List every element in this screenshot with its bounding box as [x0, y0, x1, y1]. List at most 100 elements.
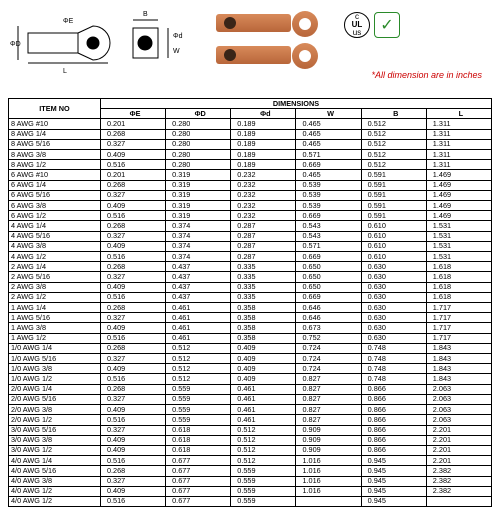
item-cell: 1/0 AWG 3/8 — [9, 364, 101, 374]
dim-cell: 0.280 — [166, 160, 231, 170]
item-cell: 2 AWG 3/8 — [9, 282, 101, 292]
dim-cell: 0.677 — [166, 486, 231, 496]
dim-cell: 0.866 — [361, 435, 426, 445]
dim-cell: 0.512 — [231, 456, 296, 466]
item-cell: 2 AWG 1/2 — [9, 292, 101, 302]
dim-cell: 0.232 — [231, 201, 296, 211]
dim-cell: 0.945 — [361, 486, 426, 496]
item-cell: 6 AWG 1/2 — [9, 211, 101, 221]
dim-cell: 1.469 — [426, 180, 491, 190]
item-cell: 8 AWG 3/8 — [9, 150, 101, 160]
dim-cell: 0.559 — [231, 496, 296, 506]
item-cell: 6 AWG 5/16 — [9, 190, 101, 200]
item-cell: 3/0 AWG 1/2 — [9, 445, 101, 455]
table-row: 1 AWG 3/80.4090.4610.3580.6730.6301.717 — [9, 323, 492, 333]
dim-cell: 0.591 — [361, 211, 426, 221]
column-header: ΦD — [166, 109, 231, 119]
label-B: B — [143, 11, 148, 18]
item-cell: 3/0 AWG 5/16 — [9, 425, 101, 435]
dim-cell: 1.531 — [426, 252, 491, 262]
dim-cell: 0.280 — [166, 119, 231, 129]
item-cell: 4 AWG 3/8 — [9, 241, 101, 251]
dim-cell: 0.189 — [231, 150, 296, 160]
dim-cell: 0.461 — [231, 394, 296, 404]
dim-cell: 0.409 — [231, 343, 296, 353]
dim-cell: 0.650 — [296, 282, 361, 292]
dim-cell: 0.280 — [166, 150, 231, 160]
table-row: 8 AWG #100.2010.2800.1890.4650.5121.311 — [9, 119, 492, 129]
dim-cell: 2.382 — [426, 476, 491, 486]
dim-cell: 0.516 — [100, 333, 165, 343]
dim-cell: 0.512 — [231, 435, 296, 445]
dim-cell: 1.618 — [426, 282, 491, 292]
dim-cell: 0.650 — [296, 272, 361, 282]
table-row: 2 AWG 1/40.2680.4370.3350.6500.6301.618 — [9, 262, 492, 272]
table-row: 4 AWG 5/160.3270.3740.2870.5430.6101.531 — [9, 231, 492, 241]
dim-cell: 0.268 — [100, 303, 165, 313]
lug-image-2 — [216, 40, 326, 70]
dim-cell: 2.382 — [426, 466, 491, 476]
dim-cell: 0.909 — [296, 435, 361, 445]
dim-cell: 1.016 — [296, 486, 361, 496]
dim-cell: 0.409 — [231, 374, 296, 384]
dim-cell: 0.327 — [100, 476, 165, 486]
column-header: W — [296, 109, 361, 119]
table-row: 8 AWG 1/40.2680.2800.1890.4650.5121.311 — [9, 129, 492, 139]
item-cell: 4/0 AWG 1/2 — [9, 486, 101, 496]
dim-cell: 1.469 — [426, 190, 491, 200]
item-cell: 8 AWG 5/16 — [9, 139, 101, 149]
dim-cell: 0.559 — [231, 466, 296, 476]
dim-cell: 0.618 — [166, 425, 231, 435]
dim-cell: 0.559 — [231, 486, 296, 496]
dim-cell: 0.465 — [296, 139, 361, 149]
dim-cell: 0.559 — [231, 476, 296, 486]
dim-cell: 0.327 — [100, 231, 165, 241]
dim-cell: 1.618 — [426, 272, 491, 282]
table-row: 1/0 AWG 5/160.3270.5120.4090.7240.7481.8… — [9, 354, 492, 364]
dim-cell: 0.512 — [166, 374, 231, 384]
dim-cell: 1.843 — [426, 374, 491, 384]
dim-cell: 0.409 — [100, 445, 165, 455]
dim-cell: 0.512 — [231, 425, 296, 435]
dim-cell: 0.465 — [296, 170, 361, 180]
dim-cell: 0.287 — [231, 231, 296, 241]
dim-cell: 1.311 — [426, 129, 491, 139]
table-row: 4/0 AWG 3/80.3270.6770.5591.0160.9452.38… — [9, 476, 492, 486]
item-cell: 1/0 AWG 5/16 — [9, 354, 101, 364]
lug-image-1 — [216, 8, 326, 38]
dim-cell: 0.610 — [361, 252, 426, 262]
item-cell: 1/0 AWG 1/4 — [9, 343, 101, 353]
dim-cell: 0.374 — [166, 241, 231, 251]
table-row: 4 AWG 1/20.5160.3740.2870.6690.6101.531 — [9, 252, 492, 262]
table-row: 1/0 AWG 1/40.2680.5120.4090.7240.7481.84… — [9, 343, 492, 353]
dim-cell: 0.630 — [361, 292, 426, 302]
dim-cell: 0.866 — [361, 415, 426, 425]
dim-cell: 1.016 — [296, 456, 361, 466]
table-row: 4/0 AWG 1/20.4090.6770.5591.0160.9452.38… — [9, 486, 492, 496]
dim-cell: 0.358 — [231, 333, 296, 343]
table-row: 8 AWG 3/80.4090.2800.1890.5710.5121.311 — [9, 150, 492, 160]
item-cell: 4 AWG 1/2 — [9, 252, 101, 262]
table-row: 4 AWG 1/40.2680.3740.2870.5430.6101.531 — [9, 221, 492, 231]
dim-cell: 0.571 — [296, 150, 361, 160]
dim-cell: 0.327 — [100, 313, 165, 323]
column-header: L — [426, 109, 491, 119]
dim-cell: 0.945 — [361, 476, 426, 486]
dim-cell: 0.409 — [100, 435, 165, 445]
dim-cell: 0.866 — [361, 445, 426, 455]
header-area: ΦD ΦE L B Φd W c UL us ✓ *All dimension … — [8, 8, 492, 98]
item-cell: 1/0 AWG 1/2 — [9, 374, 101, 384]
dim-cell: 0.268 — [100, 221, 165, 231]
dim-cell: 0.461 — [231, 384, 296, 394]
dim-cell: 0.374 — [166, 231, 231, 241]
table-row: 1 AWG 1/20.5160.4610.3580.7520.6301.717 — [9, 333, 492, 343]
dim-cell: 0.327 — [100, 139, 165, 149]
dim-cell: 1.469 — [426, 170, 491, 180]
dim-cell: 0.669 — [296, 211, 361, 221]
table-row: 6 AWG 1/20.5160.3190.2320.6690.5911.469 — [9, 211, 492, 221]
dim-cell: 0.268 — [100, 262, 165, 272]
dim-cell: 0.673 — [296, 323, 361, 333]
dim-cell: 0.232 — [231, 170, 296, 180]
dim-cell: 0.677 — [166, 466, 231, 476]
dim-cell: 0.610 — [361, 241, 426, 251]
